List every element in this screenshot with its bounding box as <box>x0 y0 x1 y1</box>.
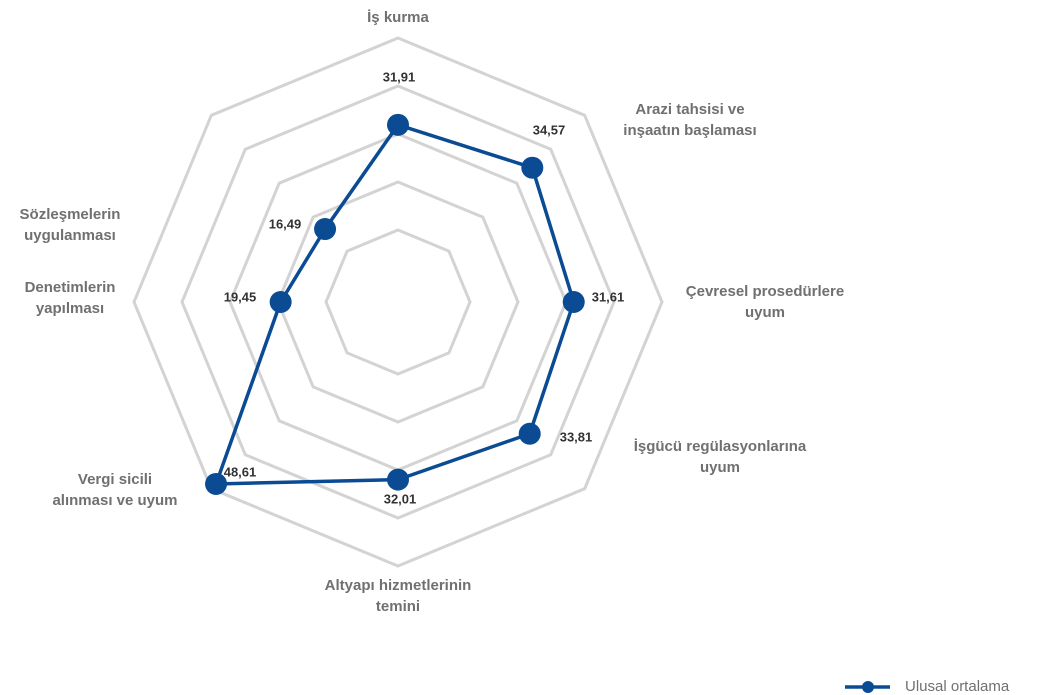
value-label: 32,01 <box>384 491 417 506</box>
axis-label: uyum <box>700 459 740 476</box>
grid-ring <box>132 36 664 568</box>
grid-ring <box>324 228 472 376</box>
axis-label: Sözleşmelerin <box>20 206 121 223</box>
data-point <box>387 468 409 491</box>
axis-label: inşaatın başlaması <box>623 122 756 139</box>
axis-label: Denetimlerin <box>25 279 116 296</box>
value-label: 31,61 <box>592 289 625 304</box>
data-point <box>269 291 292 313</box>
axis-label: Altyapı hizmetlerinin <box>325 577 472 594</box>
value-label: 34,57 <box>533 122 566 137</box>
value-label: 16,49 <box>269 216 302 231</box>
axis-label: uyum <box>745 304 785 321</box>
axis-label: Arazi tahsisi ve <box>635 101 744 118</box>
data-point <box>562 291 585 313</box>
data-point <box>314 218 337 241</box>
value-label: 48,61 <box>224 464 257 479</box>
axis-label: İş kurma <box>367 9 429 26</box>
axis-label: alınması ve uyum <box>52 492 177 509</box>
value-label: 19,45 <box>224 289 257 304</box>
grid-ring <box>180 84 616 520</box>
data-point <box>205 472 228 495</box>
axis-label: uygulanması <box>24 227 116 244</box>
axis-label: temini <box>376 598 420 615</box>
axis-label: İşgücü regülasyonlarına <box>634 438 807 455</box>
data-point <box>521 156 544 179</box>
legend-label: Ulusal ortalama <box>905 678 1010 695</box>
grid-ring <box>276 180 520 424</box>
data-point <box>518 422 541 445</box>
axis-label: yapılması <box>36 300 104 317</box>
axis-label: Çevresel prosedürlere <box>686 283 844 300</box>
legend-marker <box>862 681 874 693</box>
value-label: 33,81 <box>560 429 593 444</box>
axis-label: Vergi sicili <box>78 471 152 488</box>
value-label: 31,91 <box>383 69 416 84</box>
data-point <box>387 113 409 136</box>
